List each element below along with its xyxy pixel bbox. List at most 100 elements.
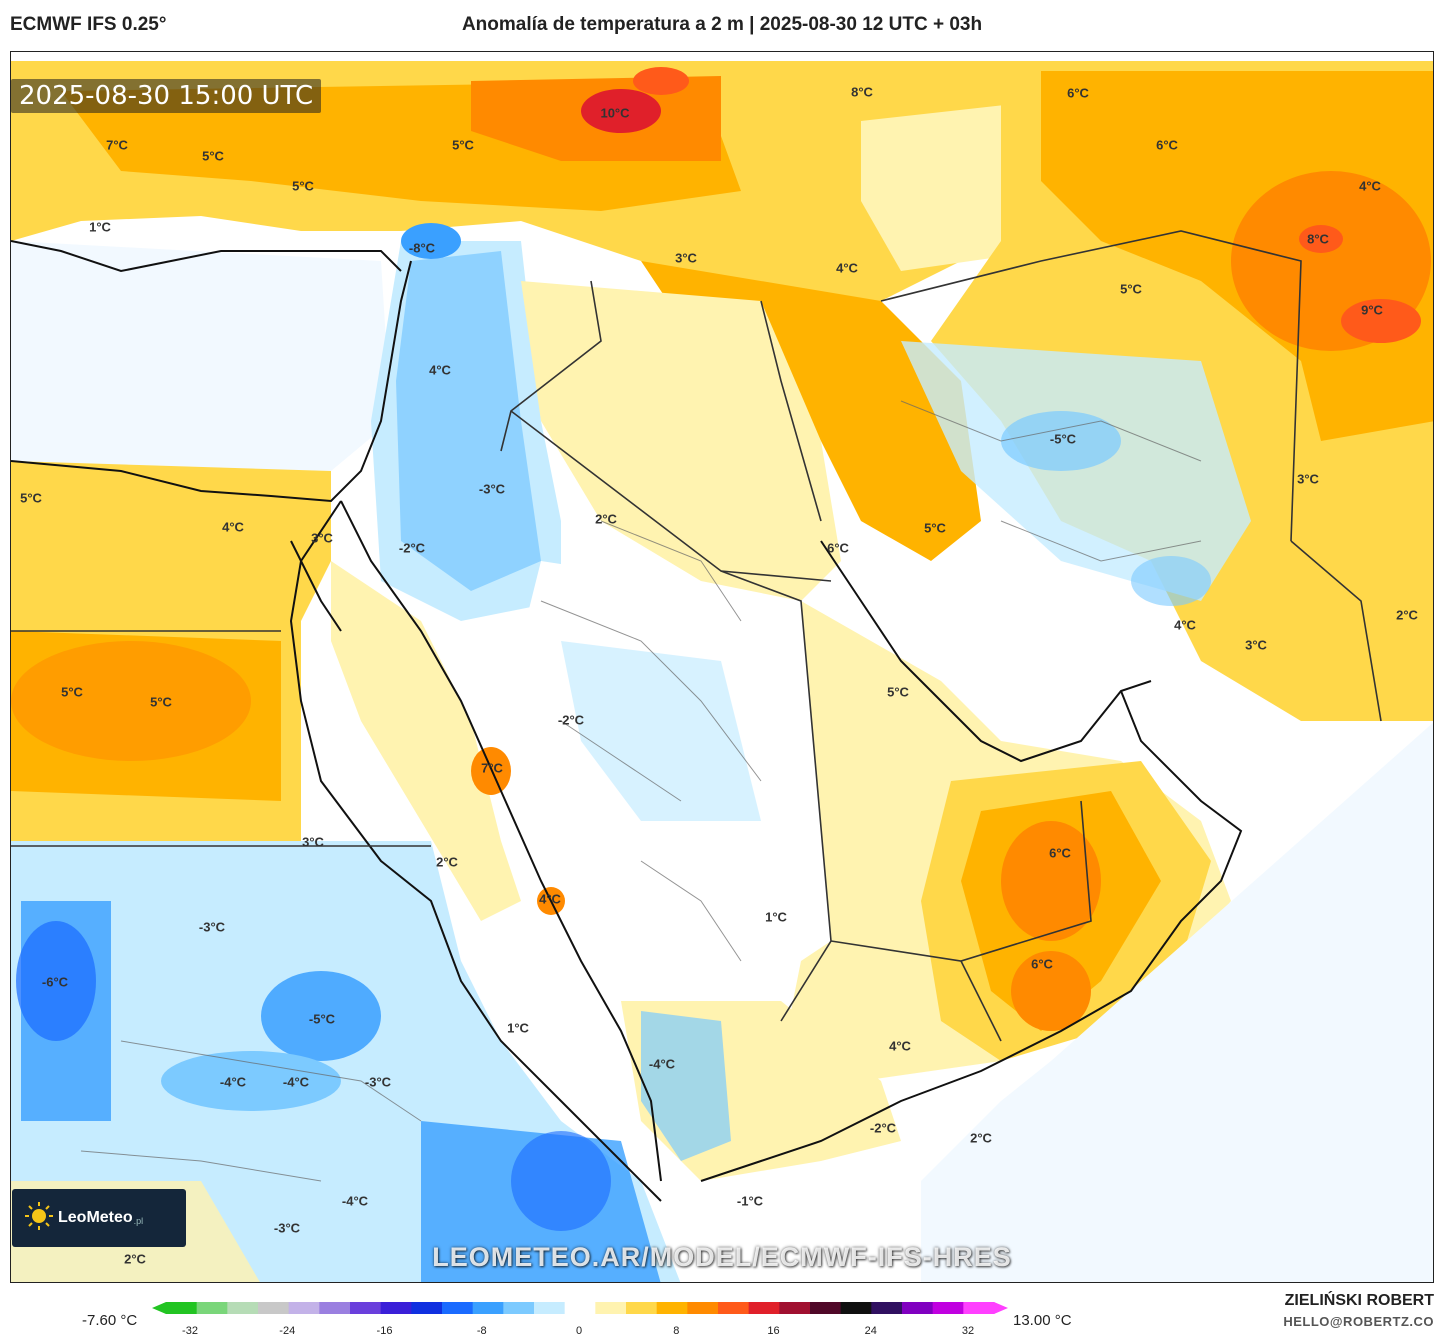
scale-swatch — [626, 1302, 658, 1314]
scale-swatch — [288, 1302, 320, 1314]
scale-min-arrow — [152, 1302, 166, 1314]
anomaly-label: 5°C — [924, 520, 946, 536]
anomaly-label: -4°C — [282, 1074, 310, 1090]
anomaly-label: 1°C — [89, 219, 111, 235]
anomaly-label: 5°C — [61, 684, 83, 700]
scale-tick-label: -32 — [182, 1325, 198, 1337]
anomaly-label: -3°C — [364, 1074, 392, 1090]
scale-tick-label: 24 — [864, 1325, 877, 1337]
anomaly-label: 3°C — [675, 250, 697, 266]
anomaly-label: 7°C — [106, 137, 128, 153]
scale-swatch — [810, 1302, 842, 1314]
sun-icon — [24, 1201, 54, 1236]
scale-tick-label: 8 — [673, 1325, 680, 1337]
scale-swatch — [166, 1302, 198, 1314]
scale-min-label: -7.60 °C — [82, 1312, 138, 1329]
anomaly-label: 6°C — [1049, 845, 1071, 861]
anomaly-label: 2°C — [436, 854, 458, 870]
anomaly-label: -2°C — [869, 1120, 897, 1136]
contact-email[interactable]: HELLO@ROBERTZ.CO — [1283, 1314, 1434, 1329]
scale-swatch — [442, 1302, 474, 1314]
anomaly-label: 5°C — [20, 490, 42, 506]
author-credit: ZIELIŃSKI ROBERT — [1284, 1292, 1434, 1309]
scale-swatch — [779, 1302, 811, 1314]
anomaly-label: 1°C — [765, 909, 787, 925]
scale-swatch — [380, 1302, 412, 1314]
anomaly-label: 3°C — [302, 834, 324, 850]
anomaly-label: 8°C — [1307, 231, 1329, 247]
scale-swatch — [748, 1302, 780, 1314]
anomaly-label: 2°C — [970, 1130, 992, 1146]
anomaly-label: -5°C — [1049, 431, 1077, 447]
scale-swatch — [534, 1302, 566, 1314]
valid-time-label: 2025-08-30 15:00 UTC — [11, 79, 322, 113]
scale-swatch — [656, 1302, 688, 1314]
anomaly-label: 5°C — [887, 684, 909, 700]
anomaly-label: -5°C — [308, 1011, 336, 1027]
anomaly-label: 4°C — [1359, 178, 1381, 194]
anomaly-label: 6°C — [1156, 137, 1178, 153]
scale-swatch — [196, 1302, 228, 1314]
scale-tick-label: 0 — [575, 1325, 583, 1337]
anomaly-label: 3°C — [1245, 637, 1267, 653]
anomaly-label: -8°C — [408, 240, 436, 256]
scale-tick-label: -16 — [376, 1325, 393, 1337]
anomaly-label: -4°C — [341, 1193, 369, 1209]
logo-tld: .pl — [133, 1216, 144, 1226]
anomaly-label: 4°C — [429, 362, 451, 378]
scale-swatch — [258, 1302, 290, 1314]
anomaly-label: 4°C — [889, 1038, 911, 1054]
anomaly-label: 2°C — [1396, 607, 1418, 623]
anomaly-label: 4°C — [836, 260, 858, 276]
scale-swatch — [687, 1302, 719, 1314]
scale-swatch — [871, 1302, 903, 1314]
source-watermark: LEOMETEO.AR/MODEL/ECMWF-IFS-HRES — [432, 1242, 1012, 1272]
anomaly-label: 3°C — [311, 530, 333, 546]
anomaly-field — [11, 52, 1433, 1282]
map-title: Anomalía de temperatura a 2 m | 2025-08-… — [461, 14, 983, 35]
scale-swatch — [350, 1302, 382, 1314]
anomaly-label: 1°C — [507, 1020, 529, 1036]
anomaly-label: -1°C — [736, 1193, 764, 1209]
scale-tick-label: -8 — [476, 1325, 487, 1337]
anomaly-label: 6°C — [827, 540, 849, 556]
scale-swatch — [840, 1302, 872, 1314]
anomaly-label: 6°C — [1067, 85, 1089, 101]
scale-tick-label: -24 — [279, 1325, 296, 1337]
model-name: ECMWF IFS 0.25° — [10, 14, 167, 35]
scale-swatch — [503, 1302, 535, 1314]
anomaly-label: 9°C — [1361, 302, 1383, 318]
scale-swatch — [963, 1302, 995, 1314]
anomaly-label: 5°C — [1120, 281, 1142, 297]
scale-swatch — [595, 1302, 627, 1314]
scale-swatch — [319, 1302, 351, 1314]
anomaly-label: 3°C — [1297, 471, 1319, 487]
anomaly-label: -4°C — [648, 1056, 676, 1072]
anomaly-label: -2°C — [557, 712, 585, 728]
anomaly-label: 5°C — [452, 137, 474, 153]
scale-swatch — [227, 1302, 259, 1314]
anomaly-label: -3°C — [478, 481, 506, 497]
anomaly-label: 5°C — [202, 148, 224, 164]
anomaly-label: 4°C — [539, 891, 561, 907]
scale-swatch — [564, 1302, 596, 1314]
map-area[interactable]: 2025-08-30 15:00 UTC — [10, 51, 1434, 1283]
scale-max-label: 13.00 °C — [1013, 1312, 1072, 1329]
anomaly-label: 10°C — [600, 105, 630, 121]
anomaly-label: 8°C — [851, 84, 873, 100]
anomaly-label: 2°C — [124, 1251, 146, 1267]
scale-swatch — [718, 1302, 750, 1314]
anomaly-label: 2°C — [595, 511, 617, 527]
scale-tick-label: 32 — [961, 1325, 975, 1337]
anomaly-label: 4°C — [1174, 617, 1196, 633]
anomaly-label: -3°C — [198, 919, 226, 935]
scale-swatch — [411, 1302, 443, 1314]
logo-name: LeoMeteo — [58, 1209, 133, 1226]
color-scale-bar — [152, 1302, 1008, 1314]
scale-swatch — [472, 1302, 504, 1314]
anomaly-label: 7°C — [481, 760, 503, 776]
scale-max-arrow — [994, 1302, 1008, 1314]
anomaly-label: 4°C — [222, 519, 244, 535]
leometeo-logo[interactable]: LeoMeteo .pl — [12, 1189, 186, 1247]
scale-swatch — [902, 1302, 934, 1314]
